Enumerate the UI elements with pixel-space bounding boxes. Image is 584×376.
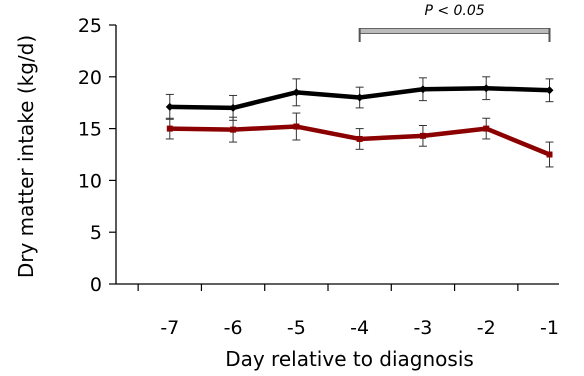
bracket-bar: [359, 28, 551, 34]
data-point: [165, 102, 174, 111]
data-point: [230, 126, 237, 133]
data-point: [355, 93, 364, 102]
series-2: [165, 112, 554, 168]
data-point: [293, 123, 300, 130]
data-point: [356, 135, 363, 142]
x-tick-label: -6: [224, 317, 243, 339]
x-tick-label: -2: [477, 317, 496, 339]
y-tick-label: 5: [90, 222, 102, 244]
data-point: [166, 125, 173, 132]
y-tick-label: 10: [78, 170, 102, 192]
x-tick-label: -3: [413, 317, 432, 339]
data-point: [292, 88, 301, 97]
data-point: [418, 85, 427, 94]
x-tick-label: -4: [350, 317, 369, 339]
significance-label: P < 0.05: [424, 3, 484, 19]
x-axis-title: Day relative to diagnosis: [225, 347, 474, 371]
annotations: P < 0.05: [358, 3, 551, 42]
x-tick-label: -5: [287, 317, 306, 339]
x-axis-ticks: -7 -6 -5 -4 -3 -2 -1: [137, 284, 559, 339]
data-point: [419, 132, 426, 139]
data-point: [482, 84, 491, 93]
series-1: [165, 76, 554, 121]
x-tick-label: -7: [160, 317, 179, 339]
y-axis-title: Dry matter intake (kg/d): [14, 35, 38, 278]
data-point: [483, 125, 490, 132]
y-axis-ticks: 0 5 10 15 20 25: [78, 15, 116, 296]
data-point: [229, 103, 238, 112]
x-tick-label: -1: [540, 317, 559, 339]
significance-bracket: P < 0.05: [358, 3, 551, 42]
y-tick-label: 0: [90, 274, 102, 296]
y-tick-label: 20: [78, 67, 102, 89]
y-tick-label: 15: [78, 119, 102, 141]
series-layer: [165, 76, 554, 168]
data-point: [545, 86, 554, 95]
axes: [115, 25, 559, 285]
y-tick-label: 25: [78, 15, 102, 37]
data-point: [546, 151, 553, 158]
